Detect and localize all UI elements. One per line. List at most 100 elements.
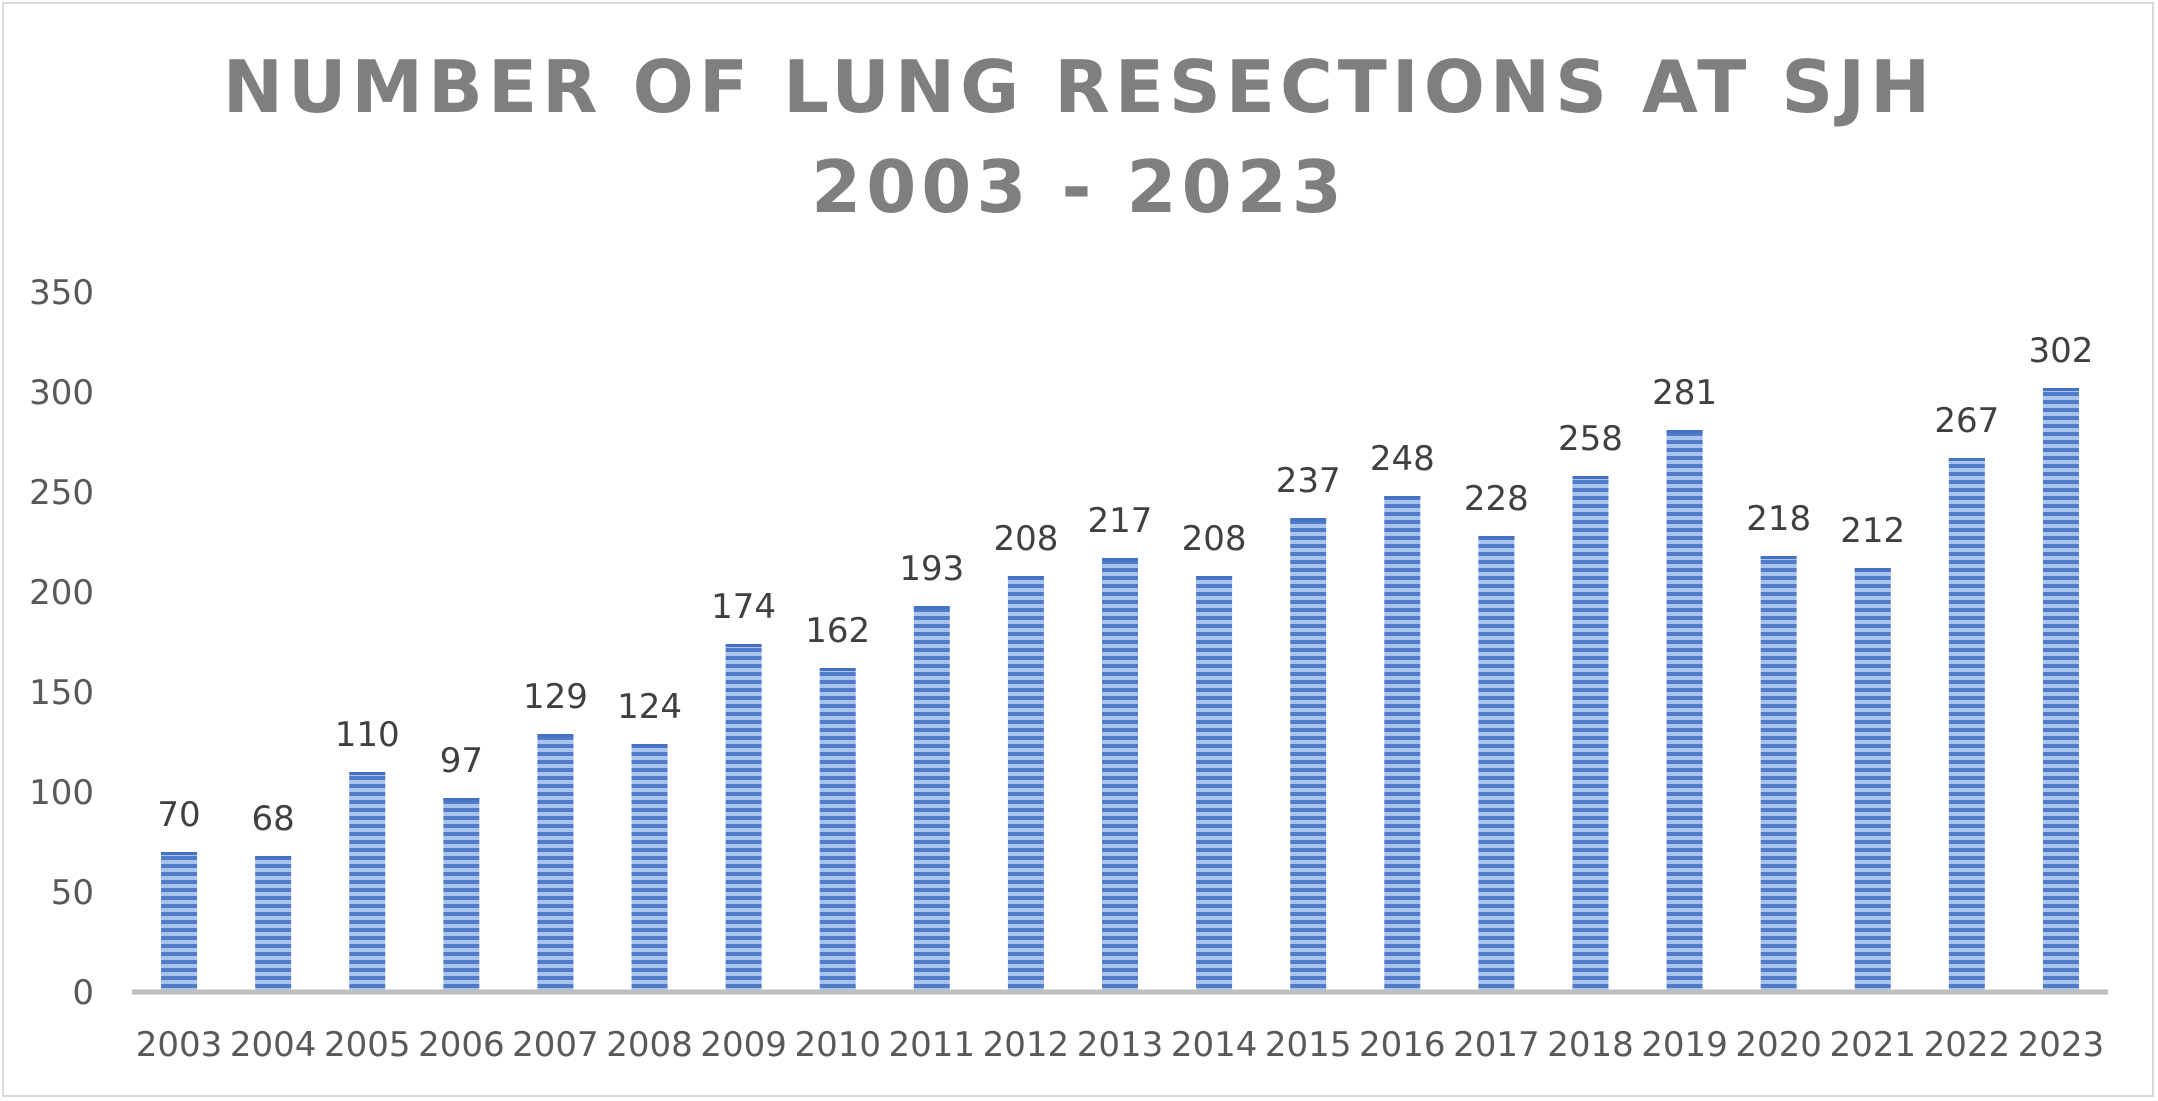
data-label-2009: 174 <box>711 587 776 627</box>
bar-cap-2021 <box>1854 568 1891 571</box>
bar-series <box>161 388 2079 992</box>
bar-2019 <box>1666 430 1703 992</box>
x-tick-label-2023: 2023 <box>2018 1025 2105 1065</box>
bar-cap-2010 <box>819 668 856 671</box>
data-label-2018: 258 <box>1558 419 1623 459</box>
bar-2017 <box>1478 536 1515 992</box>
data-label-2016: 248 <box>1370 439 1435 479</box>
data-label-2003: 70 <box>157 795 200 835</box>
x-tick-label-2016: 2016 <box>1359 1025 1446 1065</box>
bar-2009 <box>725 644 762 992</box>
y-tick-label: 50 <box>51 873 94 913</box>
y-axis-ticks: 0 50 100 150 200 250 300 350 <box>29 273 94 1013</box>
bar-cap-2016 <box>1384 496 1421 499</box>
y-tick-label: 100 <box>29 773 94 813</box>
data-label-2005: 110 <box>335 715 400 755</box>
bar-cap-2007 <box>537 734 574 737</box>
y-tick-label: 300 <box>29 373 94 413</box>
bar-2012 <box>1007 576 1044 992</box>
bar-cap-2005 <box>349 772 386 775</box>
data-label-2017: 228 <box>1464 479 1529 519</box>
chart-title-line-1: NUMBER OF LUNG RESECTIONS AT SJH <box>223 45 1936 129</box>
x-tick-label-2017: 2017 <box>1453 1025 1540 1065</box>
data-label-2007: 129 <box>523 677 588 717</box>
data-label-2023: 302 <box>2028 331 2093 371</box>
data-label-2015: 237 <box>1276 461 1341 501</box>
bar-2005 <box>349 772 386 992</box>
bar-2018 <box>1572 476 1609 992</box>
bar-2013 <box>1102 558 1138 992</box>
bar-2008 <box>631 744 668 992</box>
x-tick-label-2003: 2003 <box>136 1025 223 1065</box>
bar-cap-2006 <box>443 798 480 801</box>
x-tick-label-2008: 2008 <box>606 1025 693 1065</box>
bar-2011 <box>913 606 950 992</box>
data-label-2013: 217 <box>1088 501 1153 541</box>
bar-cap-2014 <box>1196 576 1233 579</box>
bar-2020 <box>1760 556 1797 992</box>
x-tick-label-2009: 2009 <box>700 1025 787 1065</box>
data-label-2006: 97 <box>440 741 483 781</box>
x-tick-label-2018: 2018 <box>1547 1025 1634 1065</box>
bar-cap-2022 <box>1948 458 1985 461</box>
bar-cap-2009 <box>725 644 762 647</box>
bar-2021 <box>1854 568 1891 992</box>
chart-title: NUMBER OF LUNG RESECTIONS AT SJH 2003 - … <box>223 45 1936 229</box>
bar-cap-2019 <box>1666 430 1703 433</box>
x-tick-label-2021: 2021 <box>1829 1025 1916 1065</box>
bar-cap-2015 <box>1290 518 1327 521</box>
y-tick-label: 350 <box>29 273 94 313</box>
bar-2010 <box>819 668 856 992</box>
x-tick-label-2022: 2022 <box>1924 1025 2011 1065</box>
data-label-2022: 267 <box>1934 401 1999 441</box>
data-label-2004: 68 <box>252 799 295 839</box>
bar-2004 <box>255 856 292 992</box>
bar-2006 <box>443 798 480 992</box>
bar-2015 <box>1290 518 1327 992</box>
x-tick-label-2004: 2004 <box>230 1025 317 1065</box>
data-label-2019: 281 <box>1652 373 1717 413</box>
bar-2022 <box>1948 458 1985 992</box>
data-label-2020: 218 <box>1746 499 1811 539</box>
y-tick-label: 150 <box>29 673 94 713</box>
x-tick-label-2011: 2011 <box>889 1025 976 1065</box>
x-tick-label-2005: 2005 <box>324 1025 411 1065</box>
bar-cap-2020 <box>1760 556 1797 559</box>
data-labels: 70 68 110 97 129 124 174 162 193 208 217 208 237 248 2… <box>157 331 2093 839</box>
x-tick-label-2012: 2012 <box>983 1025 1070 1065</box>
bar-2016 <box>1384 496 1421 992</box>
bar-cap-2003 <box>161 852 198 855</box>
y-tick-label: 200 <box>29 573 94 613</box>
x-tick-label-2014: 2014 <box>1171 1025 1258 1065</box>
data-label-2014: 208 <box>1182 519 1247 559</box>
x-tick-label-2019: 2019 <box>1641 1025 1728 1065</box>
bar-2003 <box>161 852 198 992</box>
bar-cap-2012 <box>1007 576 1044 579</box>
x-tick-label-2010: 2010 <box>794 1025 881 1065</box>
bar-cap-2013 <box>1102 558 1138 561</box>
data-label-2021: 212 <box>1840 511 1905 551</box>
bar-cap-2023 <box>2042 388 2079 391</box>
x-tick-label-2015: 2015 <box>1265 1025 1352 1065</box>
data-label-2011: 193 <box>899 549 964 589</box>
chart-title-line-2: 2003 - 2023 <box>811 145 1347 229</box>
bar-cap-2017 <box>1478 536 1515 539</box>
y-tick-label: 0 <box>72 973 94 1013</box>
bar-2023 <box>2042 388 2079 992</box>
data-label-2010: 162 <box>805 611 870 651</box>
bar-cap-2018 <box>1572 476 1609 479</box>
x-tick-label-2020: 2020 <box>1735 1025 1822 1065</box>
bar-cap-2004 <box>255 856 292 859</box>
data-label-2008: 124 <box>617 687 682 727</box>
x-tick-label-2006: 2006 <box>418 1025 505 1065</box>
data-label-2012: 208 <box>993 519 1058 559</box>
bar-2014 <box>1196 576 1233 992</box>
bar-cap-2011 <box>913 606 950 609</box>
x-tick-label-2013: 2013 <box>1077 1025 1164 1065</box>
bar-2007 <box>537 734 574 992</box>
bar-cap-2008 <box>631 744 668 747</box>
x-tick-label-2007: 2007 <box>512 1025 599 1065</box>
y-tick-label: 250 <box>29 473 94 513</box>
x-axis-ticks: 2003 2004 2005 2006 2007 2008 2009 2010 2011 2012… <box>136 1025 2104 1065</box>
